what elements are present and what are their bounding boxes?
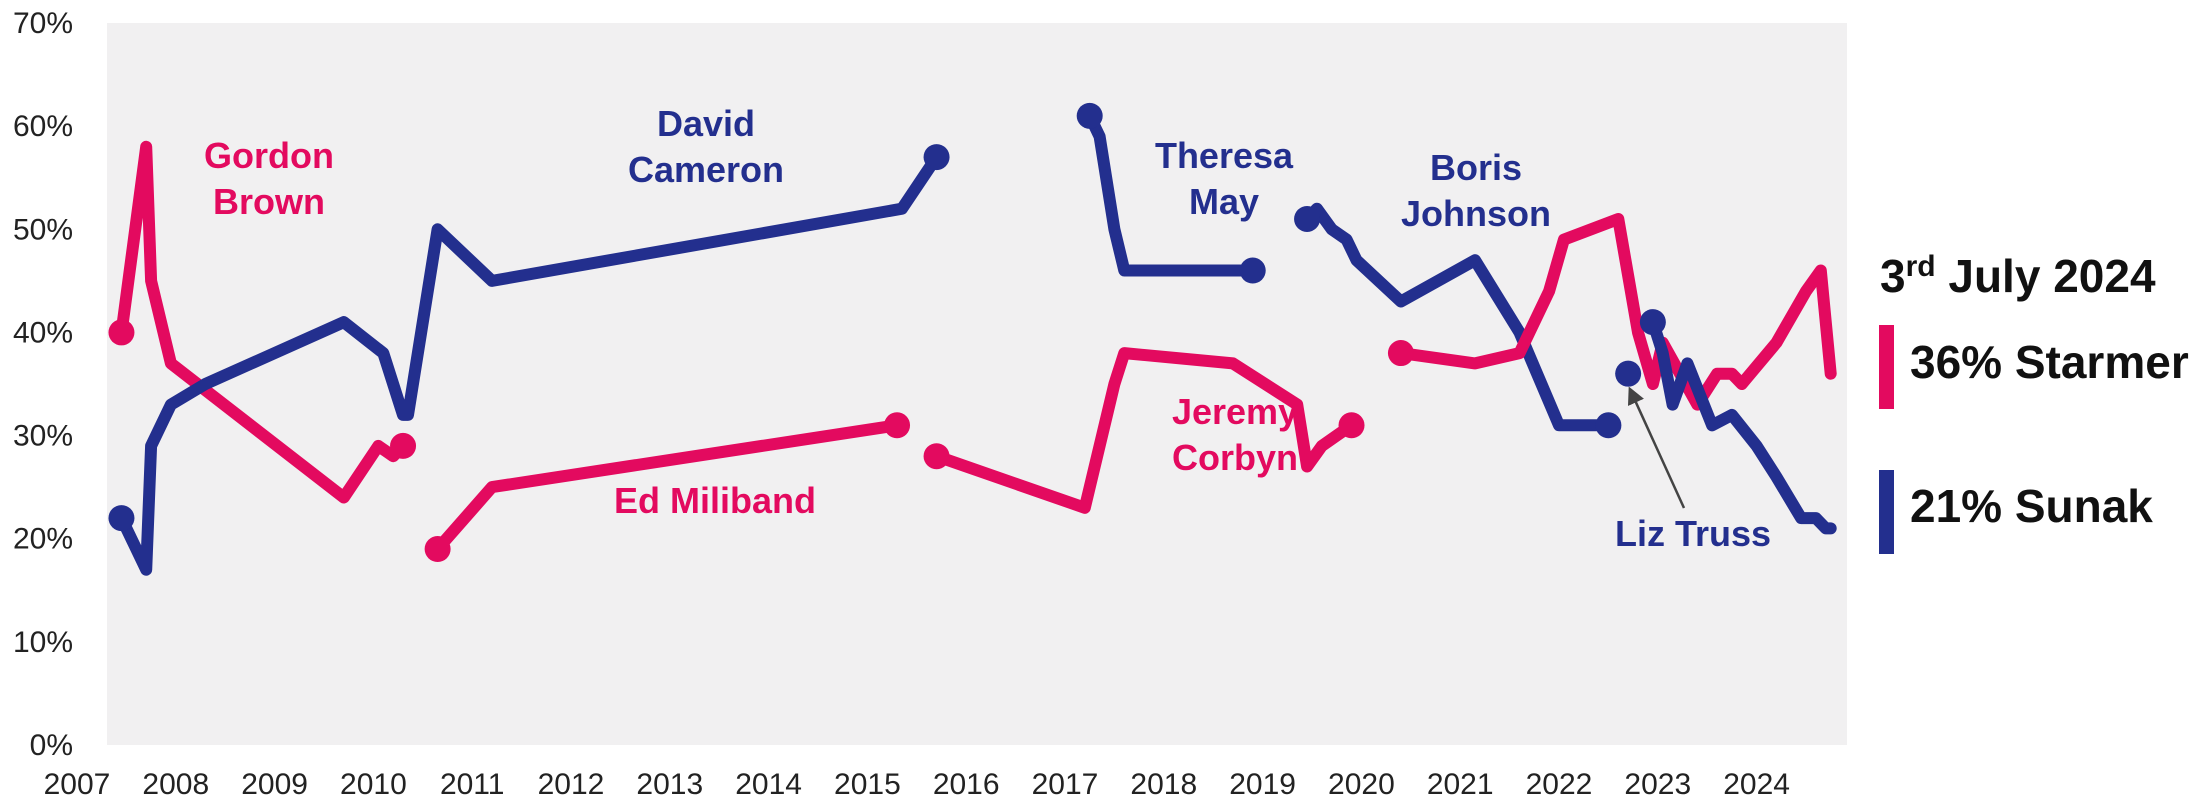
- ed-miliband-end-marker: [884, 412, 911, 439]
- gordon-brown-label: Gordon Brown: [204, 135, 334, 222]
- boris-johnson-line: [1301, 202, 1615, 432]
- david-cameron-line: [115, 151, 943, 576]
- david-cameron-end-marker: [923, 144, 950, 171]
- x-tick-label: 2015: [834, 768, 901, 801]
- jeremy-corbyn-end-marker: [1338, 412, 1365, 439]
- x-tick-label: 2017: [1032, 768, 1099, 801]
- x-tick-label: 2008: [142, 768, 209, 801]
- x-tick-label: 2010: [340, 768, 407, 801]
- series-layer: [108, 102, 1837, 576]
- y-tick-label: 20%: [13, 523, 73, 556]
- gordon-brown-end-marker: [390, 432, 417, 459]
- y-tick-label: 10%: [13, 626, 73, 659]
- y-tick-label: 30%: [13, 420, 73, 453]
- sunak-color-bar: [1879, 470, 1894, 554]
- x-tick-label: 2019: [1229, 768, 1296, 801]
- side-panel-title: 3rd July 2024: [1880, 250, 2156, 302]
- y-tick-label: 50%: [13, 213, 73, 246]
- x-tick-label: 2011: [440, 768, 505, 801]
- x-tick-label: 2022: [1526, 768, 1593, 801]
- x-tick-label: 2018: [1130, 768, 1197, 801]
- starmer-value-label: 36% Starmer: [1910, 336, 2189, 388]
- label-layer: Gordon Brown David Cameron Ed Miliband Theres…: [204, 103, 1771, 554]
- jeremy-corbyn-label: Jeremy Corbyn: [1172, 391, 1298, 478]
- y-tick-label: 40%: [13, 316, 73, 349]
- x-tick-label: 2012: [538, 768, 605, 801]
- david-cameron-start-marker: [108, 505, 135, 532]
- gordon-brown-start-marker: [108, 319, 135, 346]
- keir-starmer-start-marker: [1387, 340, 1414, 367]
- liz-truss-label: Liz Truss: [1615, 513, 1771, 554]
- starmer-color-bar: [1879, 325, 1894, 409]
- liz-truss-start-marker: [1615, 360, 1642, 387]
- ed-miliband-label: Ed Miliband: [614, 480, 816, 521]
- rishi-sunak-line: [1646, 316, 1837, 535]
- x-tick-label: 2014: [735, 768, 802, 801]
- boris-johnson-start-marker: [1294, 205, 1321, 232]
- theresa-may-line: [1083, 109, 1259, 277]
- boris-johnson-label: Boris Johnson: [1401, 147, 1551, 234]
- theresa-may-end-marker: [1239, 257, 1266, 284]
- x-tick-label: 2023: [1624, 768, 1691, 801]
- david-cameron-label: David Cameron: [628, 103, 784, 190]
- y-tick-label: 60%: [13, 110, 73, 143]
- side-title-month: July 2024: [1936, 250, 2156, 302]
- y-axis-ticks: 0% 10% 20% 30% 40% 50% 60% 70%: [13, 7, 73, 762]
- plot-area: [107, 23, 1847, 745]
- liz-truss-arrow: [1627, 386, 1686, 509]
- sunak-value-label: 21% Sunak: [1910, 480, 2153, 532]
- boris-johnson-end-marker: [1595, 412, 1622, 439]
- jeremy-corbyn-start-marker: [923, 443, 950, 470]
- side-title-day: 3: [1880, 250, 1906, 302]
- x-axis-ticks: 2007 2008 2009 2010 2011 2012 2013 2014 2015 2016…: [44, 768, 1790, 801]
- gordon-brown-line: [115, 140, 409, 504]
- theresa-may-start-marker: [1076, 102, 1103, 129]
- x-tick-label: 2021: [1427, 768, 1494, 801]
- y-tick-label: 70%: [13, 7, 73, 40]
- side-title-suffix: rd: [1906, 250, 1936, 283]
- side-panel: 3rd July 2024 36% Starmer 21% Sunak: [1879, 250, 2189, 554]
- theresa-may-label: Theresa May: [1155, 135, 1294, 222]
- ed-miliband-start-marker: [424, 536, 451, 563]
- x-tick-label: 2013: [636, 768, 703, 801]
- rishi-sunak-start-marker: [1639, 309, 1666, 336]
- jeremy-corbyn-line: [930, 347, 1358, 514]
- x-tick-label: 2009: [241, 768, 308, 801]
- x-tick-label: 2024: [1723, 768, 1790, 801]
- y-tick-label: 0%: [30, 729, 73, 762]
- ed-miliband-line: [431, 419, 903, 555]
- x-tick-label: 2020: [1328, 768, 1395, 801]
- x-tick-label: 2007: [44, 768, 111, 801]
- x-tick-label: 2016: [933, 768, 1000, 801]
